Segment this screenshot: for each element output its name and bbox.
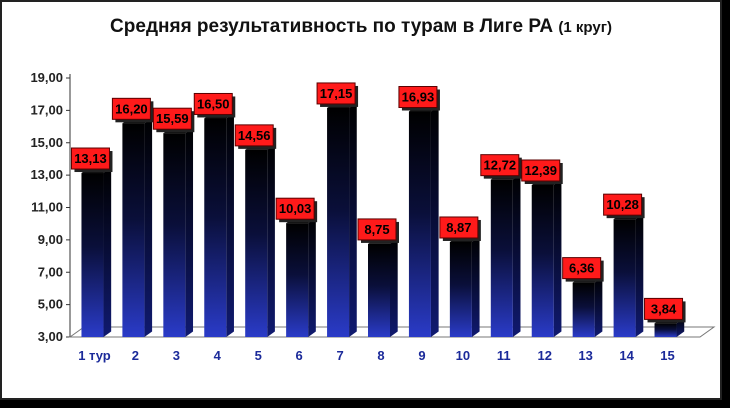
x-tick-label: 13 [578,348,592,363]
value-label: 16,93 [402,90,435,105]
value-label: 10,03 [279,201,312,216]
value-label: 8,75 [364,222,389,237]
y-tick-label: 13,00 [30,167,63,182]
value-label: 17,15 [320,86,353,101]
bar-side [676,317,685,337]
bar [204,118,227,337]
value-label: 16,20 [115,101,148,116]
bar [449,241,472,337]
value-label: 8,87 [446,220,471,235]
x-tick-label: 9 [418,348,425,363]
value-label: 3,84 [651,301,677,316]
bar-side [144,117,153,337]
bar-side [471,236,480,337]
value-label: 14,56 [238,128,271,143]
bar [654,323,677,337]
x-tick-label: 1 тур [78,348,111,363]
x-tick-label: 8 [377,348,384,363]
value-label: 15,59 [156,111,189,126]
bar-side [430,106,439,338]
value-label-box [316,82,356,105]
y-tick-label: 9,00 [38,232,63,247]
y-tick-label: 15,00 [30,135,63,150]
bar [408,111,431,338]
value-label-box [562,257,602,280]
y-tick-label: 3,00 [38,329,63,344]
value-label-box [603,193,643,216]
bar [245,149,268,337]
x-tick-label: 7 [336,348,343,363]
bar [122,123,145,337]
chart-title: Средняя результативность по турам в Лиге… [0,16,722,38]
value-label-box [439,216,479,239]
value-label: 6,36 [569,261,594,276]
y-tick-label: 11,00 [31,200,63,215]
value-label: 16,50 [197,96,230,111]
x-tick-label: 6 [296,348,303,363]
bar-side [103,167,112,337]
value-label-box [234,124,274,147]
bar-side [349,102,357,338]
value-label-box [111,97,151,120]
bar-side [390,238,398,337]
bar [572,282,595,337]
bar-side [553,179,562,337]
x-tick-label: 2 [132,348,139,363]
value-label-box [152,107,192,130]
x-tick-label: 12 [537,348,551,363]
bar-side [308,217,316,337]
x-tick-label: 14 [619,348,634,363]
bar [368,243,390,337]
value-label-box [70,147,110,170]
value-label: 13,13 [74,151,107,166]
frame-shadow-right [722,6,730,408]
bar-side [512,174,521,337]
bar-side [226,112,234,337]
value-label-box [521,159,561,182]
chart-subtitle: (1 круг) [558,19,612,36]
y-tick-label: 19,00 [30,70,63,85]
x-tick-label: 15 [660,348,674,363]
bar-side [594,277,603,337]
bar [531,184,554,337]
bar [81,173,104,337]
y-tick-label: 7,00 [38,264,63,279]
bar-side [267,144,275,337]
bar-chart: 3,00 5,00 7,00 9,00 11,00 13,00 15,00 17,00 19,0… [30,70,716,363]
chart-title-main: Средняя результативность по турам в Лиге… [110,16,554,37]
bar [490,179,513,337]
value-label-box [398,86,438,109]
value-label-box [193,92,233,115]
frame-shadow-bottom [6,400,730,408]
bar [163,133,186,337]
y-tick-label: 17,00 [30,102,63,117]
x-tick-label: 5 [255,348,262,363]
value-label-box [357,218,397,241]
bar [327,107,350,338]
value-label-box [275,197,315,220]
x-tick-label: 11 [497,348,511,363]
value-label: 10,28 [606,197,639,212]
y-tick-label: 5,00 [38,297,63,312]
value-label: 12,72 [484,158,517,173]
x-tick-label: 3 [173,348,180,363]
bar-side [635,213,644,337]
value-label: 12,39 [524,163,557,178]
value-label-box [644,297,684,320]
x-tick-label: 4 [214,348,222,363]
bar [286,223,309,337]
x-tick-label: 10 [456,348,470,363]
value-label-box [480,154,520,177]
bar [613,219,636,337]
bar-side [185,127,194,337]
